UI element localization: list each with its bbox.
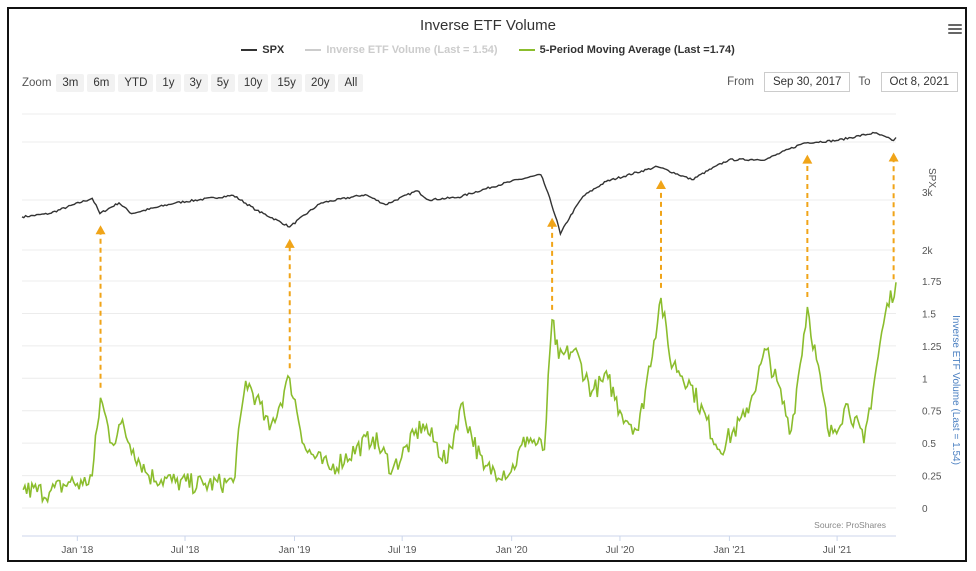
- annotation-arrow-head-5: [888, 152, 899, 162]
- x-tick-label-2: Jan '19: [279, 545, 311, 556]
- from-date-input[interactable]: Sep 30, 2017: [763, 72, 851, 92]
- vol-tick-label-3: 0.75: [922, 407, 942, 418]
- from-label: From: [727, 76, 754, 88]
- legend-label-spx: SPX: [262, 44, 285, 56]
- hamburger-menu-icon[interactable]: [948, 22, 962, 36]
- x-tick-label-3: Jul '19: [388, 545, 417, 556]
- zoom-button-3y[interactable]: 3y: [183, 74, 208, 92]
- zoom-button-5y[interactable]: 5y: [210, 74, 235, 92]
- annotation-arrow-head-4: [802, 154, 813, 164]
- legend-swatch-ma: [518, 49, 535, 51]
- legend-item-inverse[interactable]: Inverse ETF Volume (Last = 1.54): [305, 44, 498, 56]
- zoom-button-all[interactable]: All: [338, 74, 364, 92]
- legend-swatch-spx: [241, 49, 258, 51]
- x-tick-label-6: Jan '21: [713, 545, 745, 556]
- annotation-arrows: [95, 152, 899, 388]
- vol-tick-label-4: 1: [922, 374, 928, 385]
- legend-label-ma: 5-Period Moving Average (Last =1.74): [539, 44, 735, 56]
- date-range: From Sep 30, 2017 To Oct 8, 2021: [727, 72, 966, 92]
- legend: SPX Inverse ETF Volume (Last = 1.54) 5-P…: [0, 42, 976, 56]
- annotation-arrow-head-2: [547, 217, 558, 227]
- vol-tick-label-2: 0.5: [922, 439, 936, 450]
- zoom-button-ytd[interactable]: YTD: [118, 74, 154, 92]
- zoom-button-6m[interactable]: 6m: [87, 74, 116, 92]
- zoom-button-10y[interactable]: 10y: [237, 74, 269, 92]
- vol-tick-label-0: 0: [922, 504, 928, 515]
- zoom-button-15y[interactable]: 15y: [271, 74, 302, 92]
- spx-tick-label-1: 3k: [922, 188, 934, 199]
- series-line-spx: [21, 131, 897, 237]
- x-tick-label-0: Jan '18: [61, 545, 93, 556]
- legend-label-inverse: Inverse ETF Volume (Last = 1.54): [326, 44, 498, 56]
- source-credit: Source: ProShares: [814, 520, 886, 530]
- zoom-button-1y[interactable]: 1y: [156, 74, 181, 92]
- legend-item-ma[interactable]: 5-Period Moving Average (Last =1.74): [518, 44, 735, 56]
- grid-lines: [22, 113, 896, 509]
- x-tick-label-7: Jul '21: [823, 545, 852, 556]
- vol-tick-label-5: 1.25: [922, 342, 942, 353]
- zoom-button-3m[interactable]: 3m: [56, 74, 85, 92]
- to-label: To: [858, 76, 871, 88]
- legend-swatch-inverse: [305, 49, 322, 51]
- vol-tick-label-1: 0.25: [922, 472, 942, 483]
- spx-axis-title: SPX: [926, 168, 937, 188]
- series-line-ma: [22, 282, 897, 505]
- annotation-arrow-head-3: [655, 180, 666, 190]
- spx-tick-label-0: 2k: [922, 246, 934, 257]
- series-layer: [21, 131, 897, 505]
- axes: Jan '18 Jul '18 Jan '19 Jul '19 Jan '20 Jul '…: [22, 168, 961, 556]
- x-tick-label-4: Jan '20: [496, 545, 528, 556]
- x-tick-label-1: Jul '18: [171, 545, 200, 556]
- legend-item-spx[interactable]: SPX: [241, 44, 284, 56]
- annotation-arrow-head-1: [284, 238, 295, 248]
- chart-title: Inverse ETF Volume: [420, 17, 556, 34]
- to-date-input[interactable]: Oct 8, 2021: [880, 72, 958, 92]
- vol-tick-label-7: 1.75: [922, 277, 942, 288]
- zoom-toolbar: Zoom 3m 6m YTD 1y 3y 5y 10y 15y 20y All: [22, 74, 366, 92]
- vol-axis-title: Inverse ETF Volume (Last = 1.54): [950, 315, 961, 465]
- x-tick-label-5: Jul '20: [606, 545, 635, 556]
- zoom-label: Zoom: [22, 77, 52, 89]
- vol-tick-label-6: 1.5: [922, 309, 936, 320]
- zoom-button-20y[interactable]: 20y: [304, 74, 336, 92]
- annotation-arrow-head-0: [95, 225, 106, 235]
